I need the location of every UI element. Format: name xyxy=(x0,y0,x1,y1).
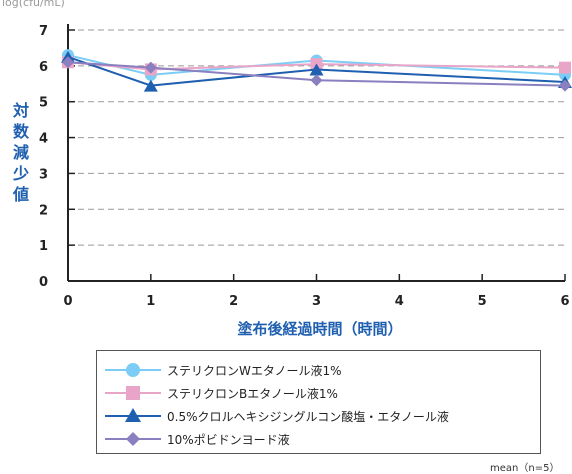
x-tick-label: 5 xyxy=(478,294,487,309)
sample-note: mean（n=5） xyxy=(490,463,560,474)
legend-label: 0.5%クロルヘキシジングルコン酸塩・エタノール液 xyxy=(167,410,449,424)
y-tick-label: 2 xyxy=(39,203,48,218)
x-tick-label: 2 xyxy=(229,294,238,309)
series-line-3 xyxy=(67,55,566,87)
x-tick-label: 1 xyxy=(146,294,155,309)
x-tick-label: 4 xyxy=(395,294,404,309)
legend-marker-circle xyxy=(105,363,161,377)
data-point-diamond xyxy=(62,56,74,69)
legend-label: ステリクロンWエタノール液1% xyxy=(167,364,342,378)
legend-label: 10%ポビドンヨード液 xyxy=(167,433,290,447)
y-tick-label: 4 xyxy=(39,132,48,147)
legend-item-chlorhexidine: 0.5%クロルヘキシジングルコン酸塩・エタノール液 xyxy=(97,405,537,427)
x-tick-label: 6 xyxy=(560,294,569,309)
data-point-diamond xyxy=(310,74,323,87)
y-axis-title: 対数減少値 xyxy=(12,101,29,204)
data-point-diamond xyxy=(559,79,571,92)
legend-marker-square xyxy=(105,386,161,400)
x-axis-title: 塗布後経過時間（時間） xyxy=(237,320,403,338)
legend-item-sterikuron-w: ステリクロンWエタノール液1% xyxy=(97,359,537,381)
x-tick-label: 3 xyxy=(312,294,321,309)
legend-item-sterikuron-b: ステリクロンBエタノール液1% xyxy=(97,382,537,404)
y-tick-label: 7 xyxy=(39,24,48,39)
data-point-square xyxy=(559,61,571,74)
data-point-triangle xyxy=(143,79,158,92)
y-tick-label: 5 xyxy=(39,96,48,111)
y-tick-label: 3 xyxy=(39,167,48,182)
x-tick-label: 0 xyxy=(63,294,72,309)
data-point-diamond xyxy=(144,61,157,74)
legend-marker-triangle xyxy=(105,408,161,422)
y-unit-label: log(cfu/mL) xyxy=(2,0,65,9)
y-tick-label: 6 xyxy=(39,60,48,75)
legend-marker-diamond xyxy=(105,432,161,446)
series-line-4 xyxy=(67,61,566,87)
y-tick-label: 0 xyxy=(39,275,48,290)
y-tick-label: 1 xyxy=(39,239,48,254)
data-point-triangle xyxy=(309,63,324,76)
legend-label: ステリクロンBエタノール液1% xyxy=(167,387,338,401)
legend-item-povidone-iodine: 10%ポビドンヨード液 xyxy=(97,428,537,450)
legend: ステリクロンWエタノール液1% ステリクロンBエタノール液1% 0.5%クロルヘ… xyxy=(96,350,541,454)
